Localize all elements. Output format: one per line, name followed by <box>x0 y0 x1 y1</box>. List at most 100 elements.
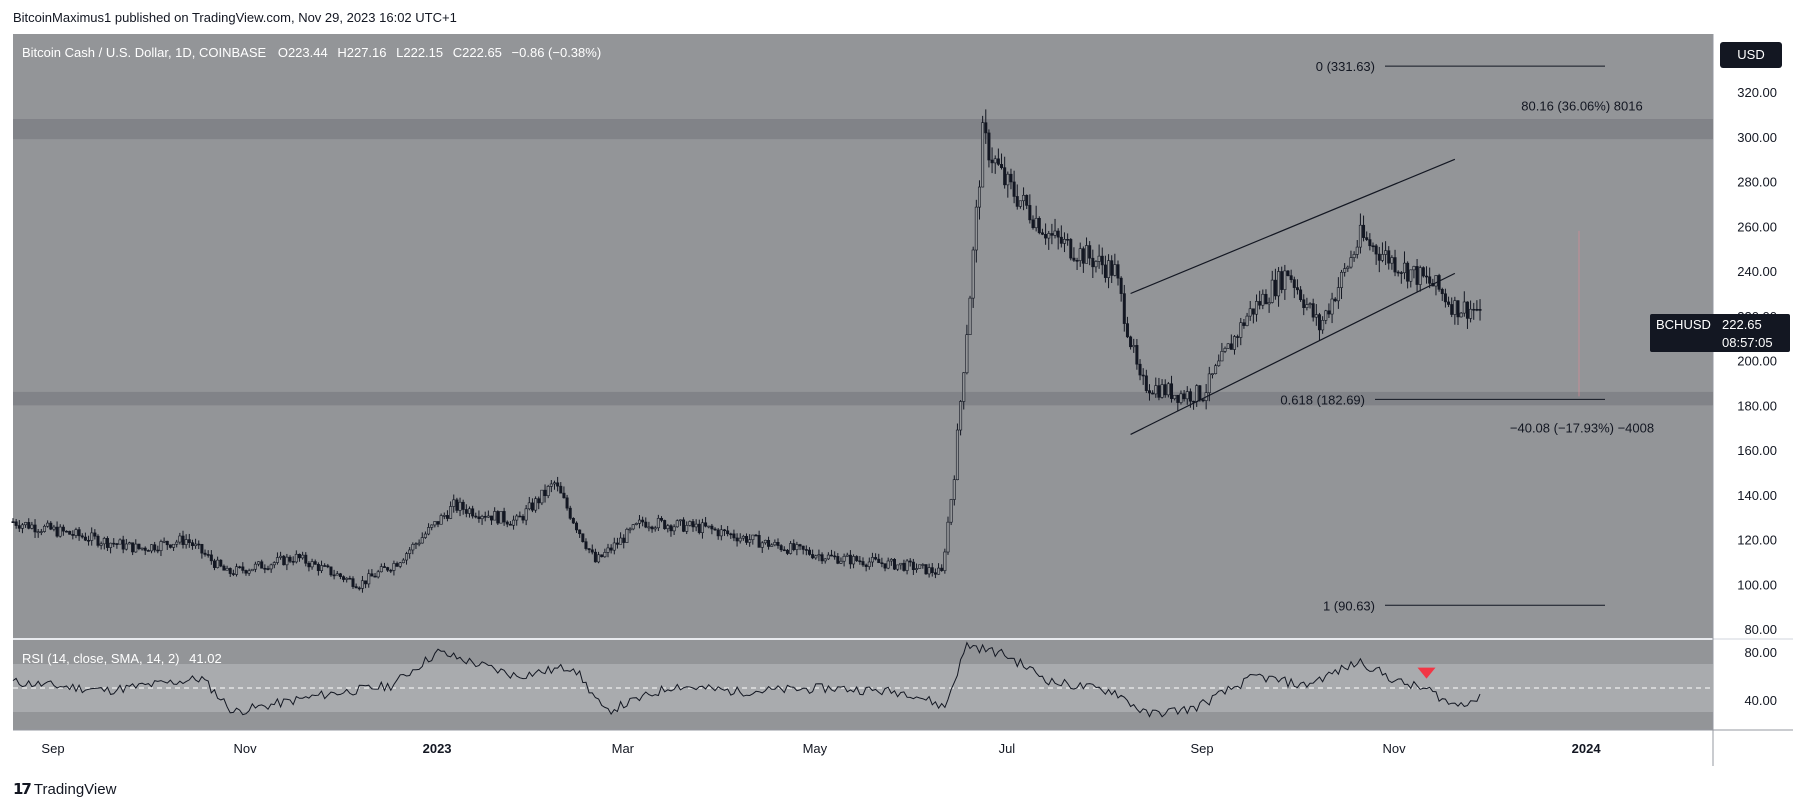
candle-body <box>600 554 604 558</box>
candle-body <box>993 158 997 164</box>
candle-body <box>1469 308 1473 319</box>
candle-body <box>700 522 704 533</box>
candle-body <box>455 499 459 511</box>
candle-body <box>615 542 619 545</box>
candle-body <box>760 542 764 548</box>
candle-body <box>127 542 131 545</box>
rsi-legend: RSI (14, close, SMA, 14, 2) 41.02 <box>22 651 222 666</box>
candle-body <box>398 562 402 567</box>
candle-body <box>206 554 210 556</box>
candle-body <box>71 534 75 536</box>
candle-body <box>767 539 771 547</box>
price-tick-label-11: 300.00 <box>1737 130 1777 145</box>
candle-body <box>603 552 607 558</box>
candle-body <box>235 566 239 575</box>
candle-body <box>552 482 556 485</box>
candle-body <box>751 534 755 541</box>
candle-body <box>820 554 824 562</box>
candle-body <box>1198 385 1202 401</box>
candle-body <box>1207 373 1211 393</box>
candle-body <box>1368 239 1372 247</box>
candle-body <box>172 543 176 548</box>
candle-body <box>1103 264 1107 278</box>
candle-body <box>1255 301 1259 315</box>
candle-body <box>376 571 380 578</box>
candle-body <box>178 535 182 543</box>
fib-level-label-1: 0.618 (182.69) <box>1280 392 1365 407</box>
candle-body <box>518 515 522 518</box>
tradingview-logo-icon: 𝟭𝟳 <box>13 781 32 798</box>
candle-body <box>1176 394 1180 403</box>
currency-button[interactable]: USD <box>1720 42 1782 68</box>
candle-body <box>430 524 434 528</box>
high-label: H <box>337 45 347 60</box>
candle-body <box>357 587 361 590</box>
candle-body <box>411 544 415 551</box>
rsi-tick-label-0: 40.00 <box>1744 693 1777 708</box>
rsi-line <box>12 641 1481 718</box>
candle-body <box>301 554 305 559</box>
candle-body <box>1100 255 1104 266</box>
last-price-tag: BCHUSD 222.65 08:57:05 <box>1650 314 1790 352</box>
candle-body <box>197 543 201 546</box>
candle-body <box>46 522 50 527</box>
candle-body <box>902 562 906 571</box>
candle-body <box>867 561 871 567</box>
time-tick-label-4: May <box>803 741 828 756</box>
candle-body <box>190 542 194 547</box>
candle-body <box>477 516 481 520</box>
price-tick-label-2: 120.00 <box>1737 533 1777 548</box>
candle-body <box>641 519 645 523</box>
candle-body <box>782 549 786 552</box>
candle-body <box>852 556 856 565</box>
candle-body <box>140 547 144 550</box>
candle-body <box>823 558 827 562</box>
brand[interactable]: 𝟭𝟳 TradingView <box>13 780 116 799</box>
last-price-value: 222.65 <box>1722 317 1762 332</box>
candle-body <box>587 548 591 551</box>
candle-body <box>83 536 87 541</box>
candle-body <box>310 561 314 568</box>
candle-body <box>1352 254 1356 258</box>
candle-body <box>436 521 440 525</box>
candle-body <box>1280 271 1284 290</box>
candle-body <box>892 558 896 570</box>
candle-body <box>389 569 393 572</box>
candle-body <box>1258 301 1262 306</box>
candle-body <box>335 573 339 576</box>
candle-body <box>304 554 308 564</box>
candle-body <box>804 549 808 551</box>
candle-body <box>105 538 109 548</box>
candle-body <box>58 526 62 537</box>
candle-body <box>559 485 563 494</box>
candle-body <box>99 543 103 546</box>
candle-body <box>423 533 427 538</box>
candle-body <box>405 553 409 561</box>
candle-body <box>1358 224 1362 248</box>
candle-body <box>990 159 994 164</box>
candle-body <box>360 580 364 589</box>
candle-body <box>974 206 978 251</box>
candle-body <box>320 565 324 571</box>
candle-body <box>486 515 490 518</box>
candle-body <box>146 550 150 552</box>
candle-body <box>445 515 449 519</box>
candle-body <box>959 401 963 431</box>
candle-body <box>848 554 852 565</box>
candle-body <box>748 539 752 543</box>
fib-level-label-2: 1 (90.63) <box>1323 598 1375 613</box>
candle-body <box>1478 309 1482 311</box>
candle-body <box>338 573 342 577</box>
candle-body <box>996 158 1000 165</box>
candle-body <box>722 529 726 532</box>
candle-body <box>1327 310 1331 315</box>
candle-body <box>490 515 494 521</box>
candle-body <box>354 586 358 589</box>
candle-body <box>795 544 799 550</box>
candle-body <box>1132 345 1136 348</box>
candle-body <box>1321 320 1325 331</box>
candle-body <box>889 558 893 562</box>
candle-body <box>458 501 462 511</box>
candle-body <box>1097 255 1101 262</box>
